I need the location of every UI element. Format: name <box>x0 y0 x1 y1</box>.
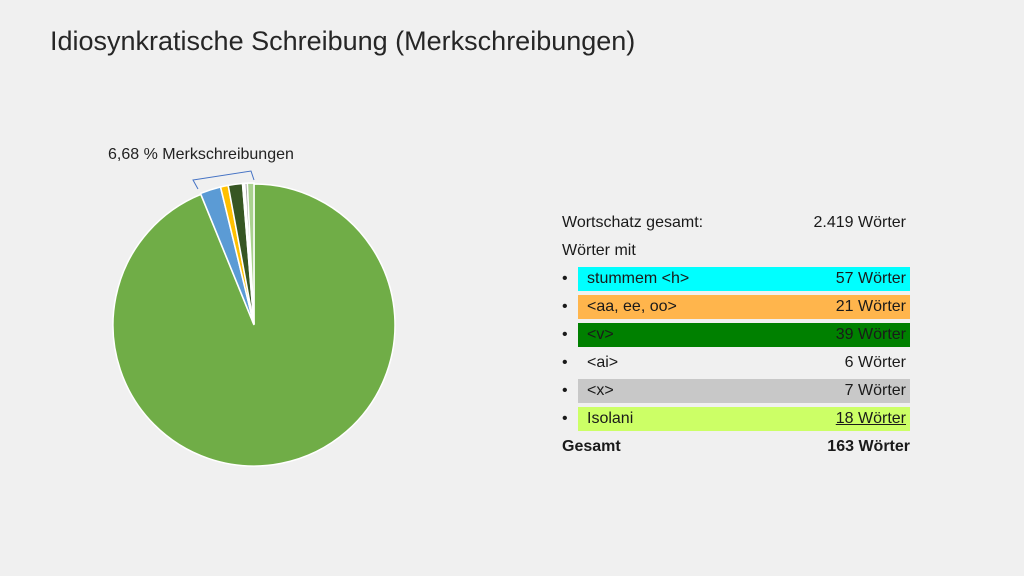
vocabulary-total-row: Wortschatz gesamt: 2.419 Wörter <box>562 209 914 237</box>
bullet-marker: • <box>562 270 568 287</box>
words-with-heading-row: Wörter mit <box>562 237 914 265</box>
bullet-marker: • <box>562 382 568 399</box>
category-label: <v> <box>587 326 614 343</box>
category-label: <x> <box>587 382 614 399</box>
bullet-marker: • <box>562 298 568 315</box>
vocabulary-total-label: Wortschatz gesamt: <box>562 214 704 231</box>
category-value: 18 Wörter <box>835 410 906 427</box>
bullet-marker: • <box>562 410 568 427</box>
bullet-marker: • <box>562 354 568 371</box>
slide-title: Idiosynkratische Schreibung (Merkschreib… <box>50 26 636 56</box>
category-value: 57 Wörter <box>835 270 906 287</box>
info-panel: Wortschatz gesamt: 2.419 Wörter Wörter m… <box>562 209 914 461</box>
category-row: • <x> 7 Wörter <box>562 377 914 405</box>
category-highlight-bar: <aa, ee, oo> 21 Wörter <box>578 295 910 319</box>
sum-value: 163 Wörter <box>827 438 910 455</box>
category-row: • stummem <h> 57 Wörter <box>562 265 914 293</box>
pie-annotation: 6,68 % Merkschreibungen <box>108 146 294 163</box>
sum-row: Gesamt 163 Wörter <box>562 433 914 461</box>
category-row: • <aa, ee, oo> 21 Wörter <box>562 293 914 321</box>
category-highlight-bar: Isolani 18 Wörter <box>578 407 910 431</box>
annotation-bracket <box>192 170 255 190</box>
words-with-heading: Wörter mit <box>562 242 636 259</box>
sum-label: Gesamt <box>562 438 621 455</box>
category-highlight-bar: <x> 7 Wörter <box>578 379 910 403</box>
category-value: 6 Wörter <box>844 354 906 371</box>
category-value: 7 Wörter <box>844 382 906 399</box>
category-label: <ai> <box>587 354 619 371</box>
category-row: • <ai> 6 Wörter <box>562 349 914 377</box>
pie-slice <box>246 182 255 325</box>
category-row: • <v> 39 Wörter <box>562 321 914 349</box>
category-highlight-bar: stummem <h> 57 Wörter <box>578 267 910 291</box>
category-label: Isolani <box>587 410 634 427</box>
vocabulary-total-value: 2.419 Wörter <box>813 214 906 231</box>
category-value: 39 Wörter <box>835 326 906 343</box>
pie-slices <box>112 182 396 467</box>
category-highlight-bar: <ai> 6 Wörter <box>578 351 910 375</box>
category-highlight-bar: <v> 39 Wörter <box>578 323 910 347</box>
category-label: <aa, ee, oo> <box>587 298 677 315</box>
category-list: • stummem <h> 57 Wörter • <aa, ee, oo> 21 Wör… <box>562 265 914 433</box>
category-label: stummem <h> <box>587 270 690 287</box>
category-row: • Isolani 18 Wörter <box>562 405 914 433</box>
bullet-marker: • <box>562 326 568 343</box>
category-value: 21 Wörter <box>835 298 906 315</box>
pie-slice-main <box>112 183 396 467</box>
